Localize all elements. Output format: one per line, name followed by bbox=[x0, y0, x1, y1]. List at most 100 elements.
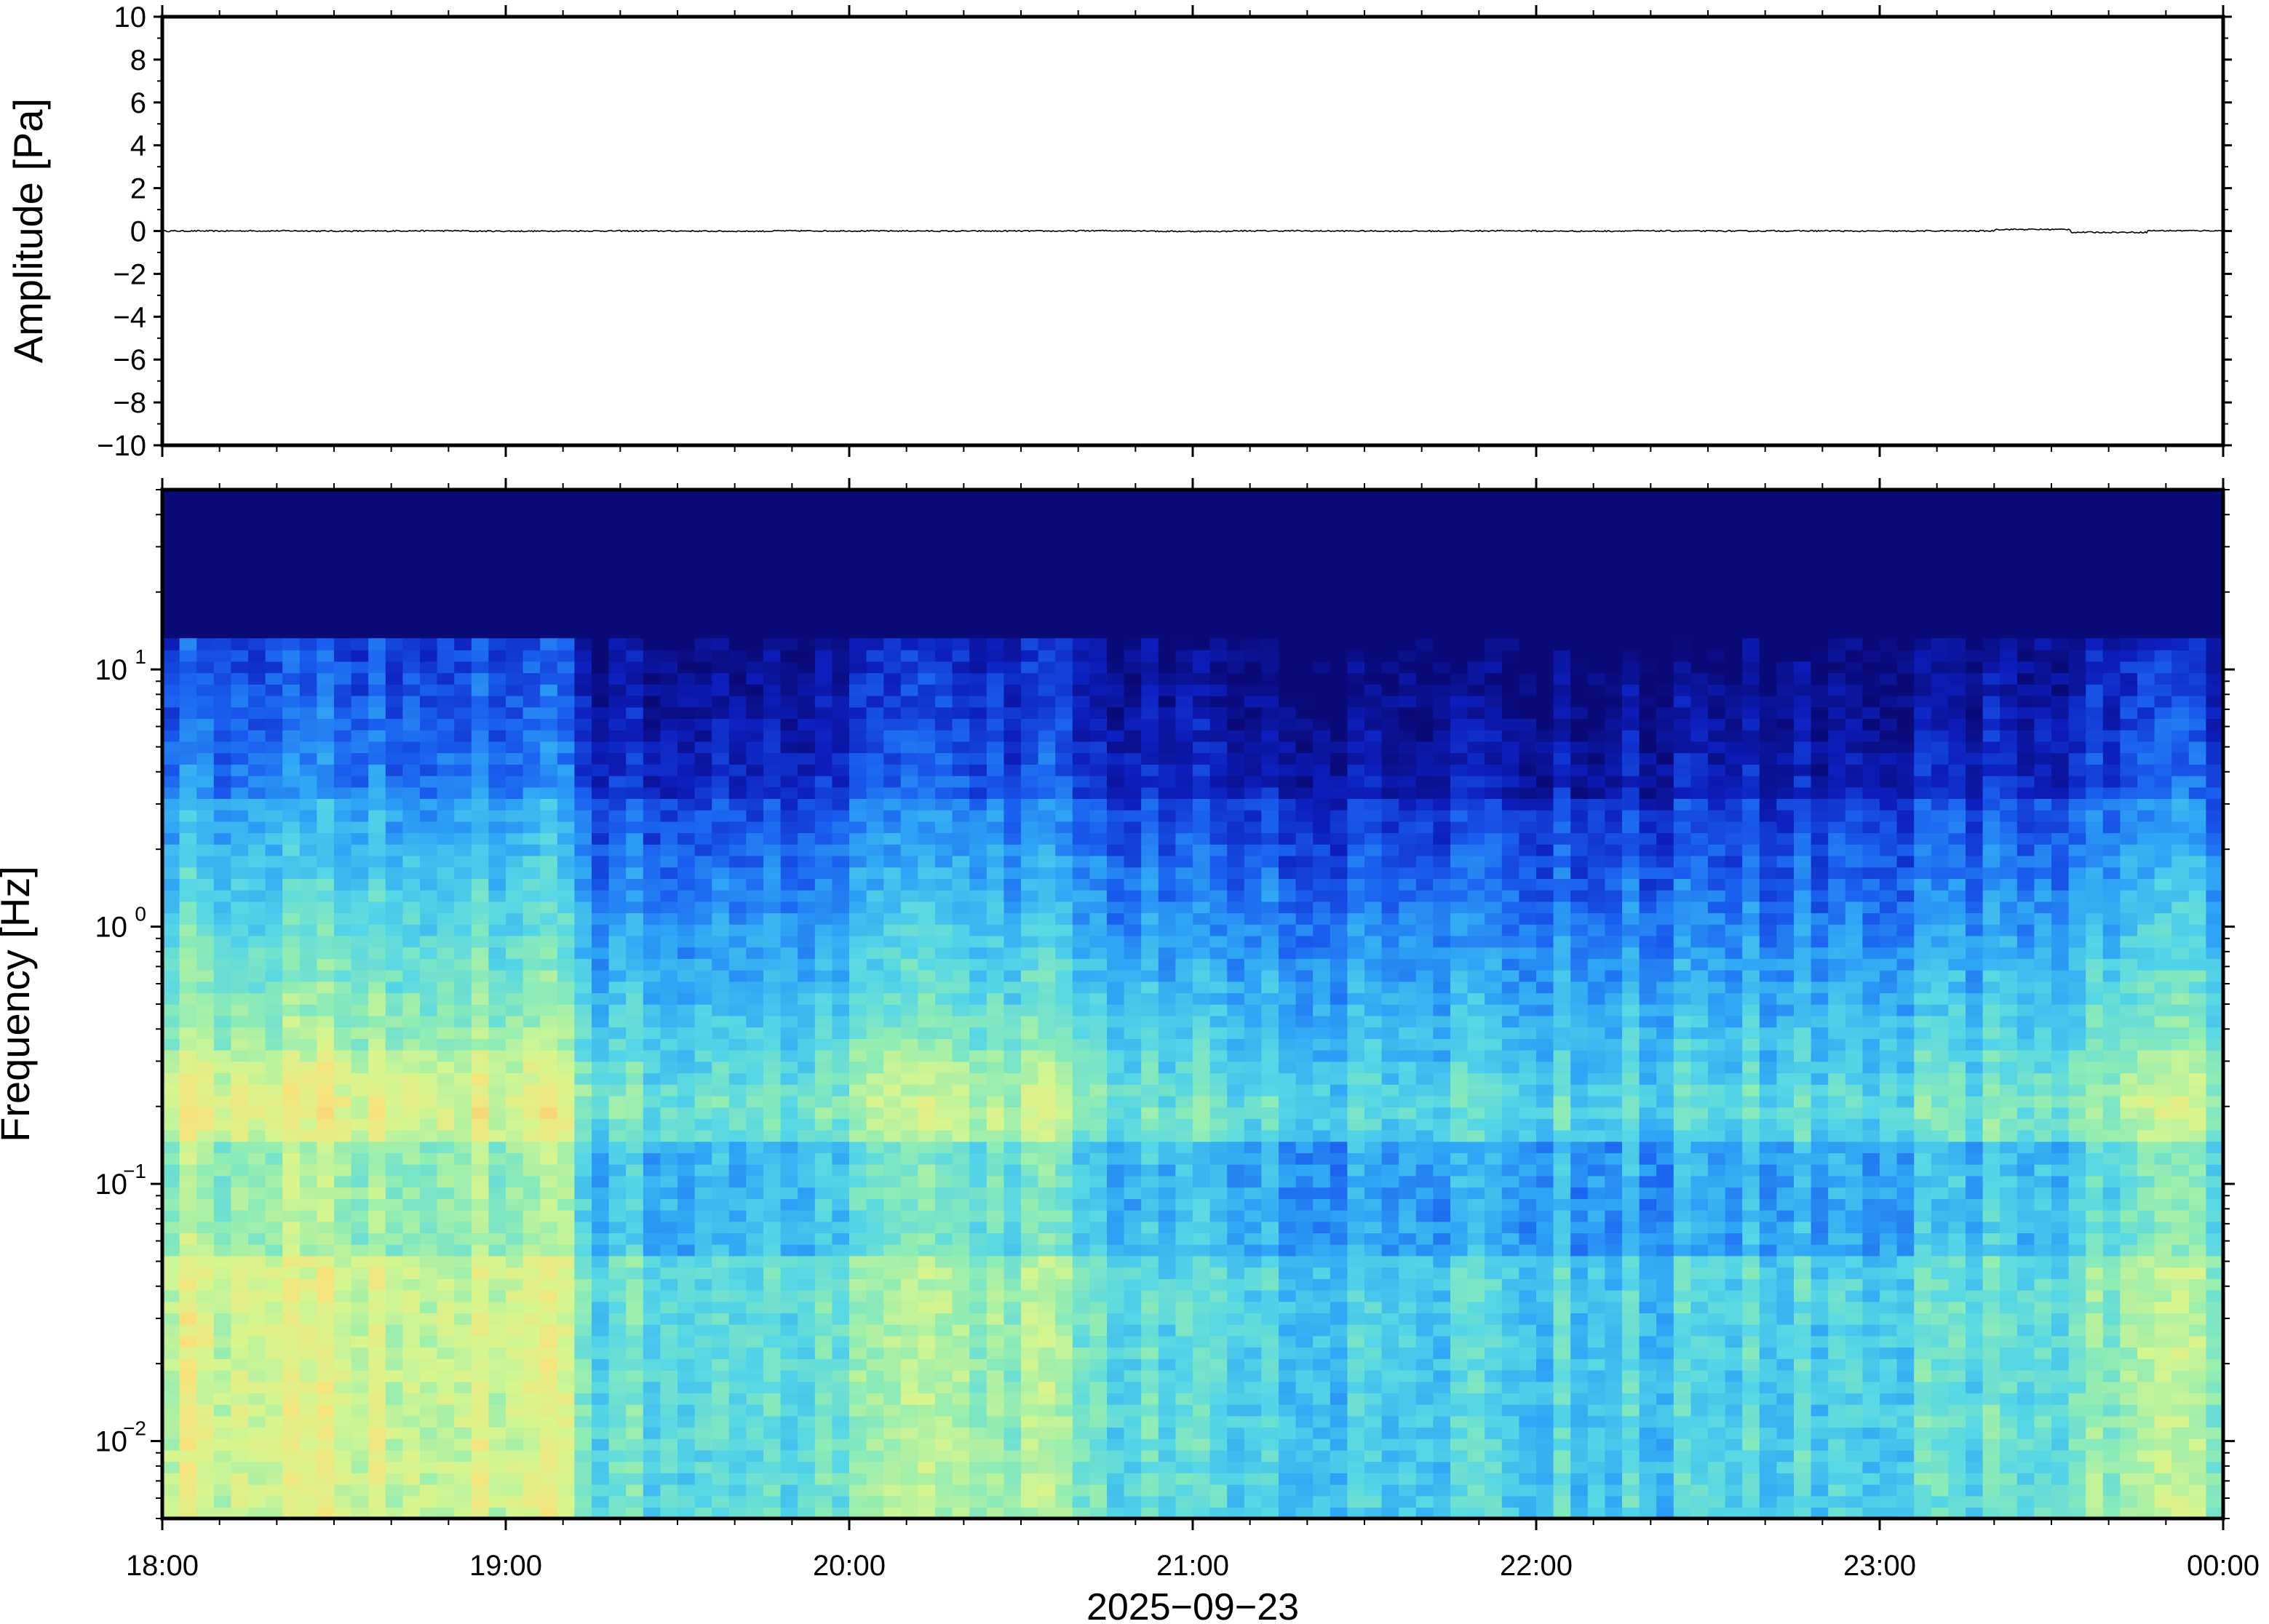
spectrogram-cell bbox=[488, 1324, 506, 1337]
spectrogram-cell bbox=[351, 1198, 369, 1211]
spectrogram-cell bbox=[1227, 1381, 1245, 1393]
spectrogram-cell bbox=[969, 1267, 988, 1279]
spectrogram-cell bbox=[1896, 1358, 1915, 1371]
spectrogram-cell bbox=[712, 1084, 730, 1096]
spectrogram-cell bbox=[1931, 1141, 1950, 1153]
spectrogram-cell bbox=[1931, 1438, 1950, 1451]
spectrogram-cell bbox=[1570, 1164, 1589, 1177]
spectrogram-cell bbox=[1811, 1072, 1829, 1085]
spectrogram-cell bbox=[1485, 1084, 1503, 1096]
spectrogram-cell bbox=[282, 1427, 301, 1439]
spectrogram-cell bbox=[1193, 1358, 1211, 1371]
spectrogram-cell bbox=[918, 1449, 936, 1462]
spectrogram-cell bbox=[1914, 1129, 1932, 1142]
spectrogram-cell bbox=[1708, 1438, 1726, 1451]
spectrogram-cell bbox=[660, 1187, 678, 1199]
spectrogram-cell bbox=[2137, 1164, 2155, 1177]
spectrogram-cell bbox=[1330, 1129, 1348, 1142]
spectrogram-cell bbox=[334, 1278, 352, 1291]
spectrogram-cell bbox=[1158, 1324, 1177, 1337]
spectrogram-cell bbox=[1759, 1473, 1778, 1485]
spectrogram-cell bbox=[1501, 1061, 1520, 1074]
spectrogram-cell bbox=[832, 1153, 850, 1165]
spectrogram-cell bbox=[2051, 1427, 2070, 1439]
spectrogram-cell bbox=[265, 1415, 283, 1428]
spectrogram-cell bbox=[1072, 1267, 1091, 1279]
spectrogram-cell bbox=[832, 1301, 850, 1313]
spectrogram-cell bbox=[1038, 1358, 1056, 1371]
spectrogram-cell bbox=[471, 1072, 490, 1085]
spectrogram-cell bbox=[437, 1061, 455, 1074]
spectrogram-cell bbox=[969, 1369, 988, 1382]
spectrogram-cell bbox=[282, 1198, 301, 1211]
spectrogram-cell bbox=[488, 1495, 506, 1508]
spectrogram-cell bbox=[282, 1278, 301, 1291]
spectrogram-cell bbox=[454, 1049, 472, 1062]
spectrogram-cell bbox=[677, 1358, 696, 1371]
spectrogram-cell bbox=[351, 1175, 369, 1188]
spectrogram-cell bbox=[1004, 1507, 1022, 1518]
spectrogram-cell bbox=[231, 1438, 249, 1451]
spectrogram-cell bbox=[1124, 1347, 1142, 1359]
spectrogram-cell bbox=[1467, 1118, 1485, 1131]
spectrogram-cell bbox=[1639, 1427, 1657, 1439]
spectrogram-cell bbox=[1433, 1473, 1451, 1485]
spectrogram-cell bbox=[1794, 1061, 1812, 1074]
spectrogram-cell bbox=[420, 1484, 438, 1497]
spectrogram-cell bbox=[1415, 1335, 1434, 1348]
spectrogram-cell bbox=[935, 1061, 953, 1074]
spectrogram-cell bbox=[1021, 1209, 1039, 1222]
spectrogram-cell bbox=[883, 1427, 902, 1439]
spectrogram-cell bbox=[1587, 1118, 1606, 1131]
spectrogram-cell bbox=[1381, 1084, 1399, 1096]
spectrogram-cell bbox=[1175, 1404, 1193, 1417]
spectrogram-cell bbox=[1501, 1187, 1520, 1199]
spectrogram-cell bbox=[368, 1415, 386, 1428]
spectrogram-cell bbox=[969, 1427, 988, 1439]
spectrogram-cell bbox=[1519, 1129, 1537, 1142]
spectrogram-cell bbox=[213, 1449, 232, 1462]
spectrogram-cell bbox=[540, 1153, 558, 1165]
spectrogram-cell bbox=[317, 1072, 335, 1085]
spectrogram-cell bbox=[2068, 1415, 2086, 1428]
spectrogram-cell bbox=[986, 1061, 1005, 1074]
spectrogram-cell bbox=[162, 1141, 180, 1153]
spectrogram-cell bbox=[2068, 1084, 2086, 1096]
spectrogram-cell bbox=[2102, 1335, 2121, 1348]
spectrogram-cell bbox=[540, 1095, 558, 1108]
spectrogram-cell bbox=[385, 1198, 404, 1211]
spectrogram-cell bbox=[540, 1084, 558, 1096]
spectrogram-cell bbox=[574, 1049, 592, 1062]
spectrogram-cell bbox=[437, 1347, 455, 1359]
spectrogram-cell bbox=[592, 1324, 610, 1337]
spectrogram-cell bbox=[1656, 1153, 1674, 1165]
spectrogram-cell bbox=[2034, 1495, 2052, 1508]
spectrogram-cell bbox=[626, 1427, 644, 1439]
spectrogram-cell bbox=[660, 1404, 678, 1417]
spectrogram-cell bbox=[660, 1084, 678, 1096]
spectrogram-cell bbox=[437, 1358, 455, 1371]
spectrogram-cell bbox=[677, 1347, 696, 1359]
spectrogram-cell bbox=[2086, 1278, 2104, 1291]
spectrogram-cell bbox=[282, 1267, 301, 1279]
spectrogram-cell bbox=[1948, 1278, 1966, 1291]
spectrogram-cell bbox=[780, 1438, 798, 1451]
spectrogram-cell bbox=[506, 1267, 524, 1279]
spectrogram-cell bbox=[2171, 1209, 2190, 1222]
spectrogram-cell bbox=[488, 1415, 506, 1428]
spectrogram-cell bbox=[1295, 1313, 1314, 1325]
spectrogram-cell bbox=[1828, 1449, 1846, 1462]
spectrogram-cell bbox=[660, 1507, 678, 1518]
spectrogram-cell bbox=[1193, 1175, 1211, 1188]
spectrogram-cell bbox=[1725, 1153, 1743, 1165]
spectrogram-cell bbox=[763, 1255, 782, 1268]
spectrogram-cell bbox=[1828, 1153, 1846, 1165]
spectrogram-cell bbox=[1004, 1278, 1022, 1291]
spectrogram-cell bbox=[506, 1369, 524, 1382]
spectrogram-cell bbox=[1244, 1061, 1263, 1074]
spectrogram-cell bbox=[522, 1301, 541, 1313]
spectrogram-cell bbox=[1862, 1313, 1880, 1325]
spectrogram-cell bbox=[1072, 1118, 1091, 1131]
spectrogram-cell bbox=[540, 1129, 558, 1142]
spectrogram-cell bbox=[1038, 1449, 1056, 1462]
